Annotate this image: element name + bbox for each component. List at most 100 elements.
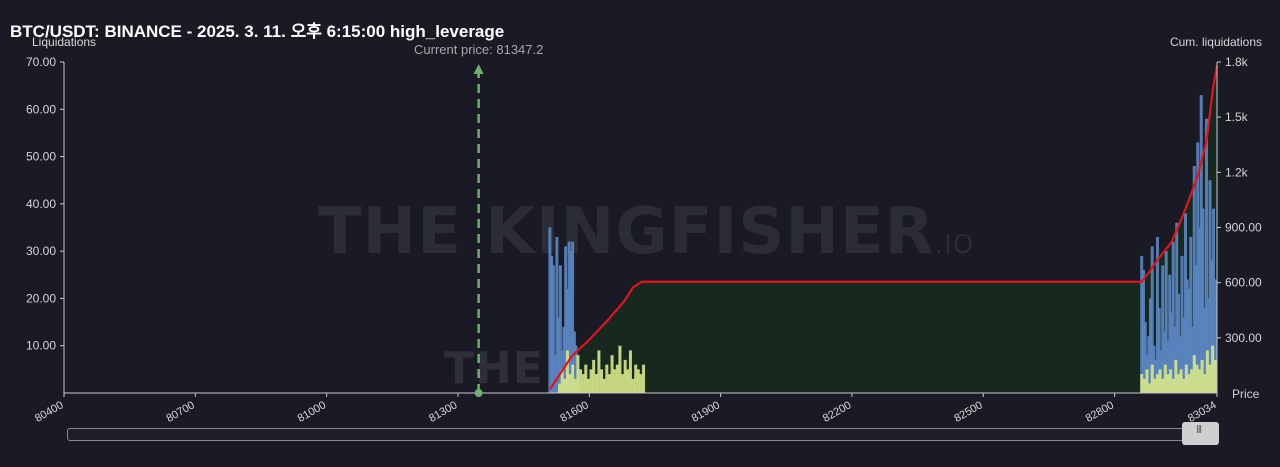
liquidation-bar <box>594 374 598 393</box>
liquidation-bar <box>1176 293 1180 393</box>
y-tick-label: 60.00 <box>26 102 56 116</box>
liquidation-bar <box>1187 374 1191 393</box>
liquidation-bar <box>602 378 606 393</box>
liquidation-bar <box>550 255 554 393</box>
liquidation-bar <box>623 359 627 393</box>
y-tick-label: 50.00 <box>26 150 56 164</box>
liquidation-bar <box>1148 383 1152 393</box>
liquidation-bar <box>1164 251 1168 393</box>
y-tick-label: 10.00 <box>26 339 56 353</box>
liquidation-bar <box>579 369 583 393</box>
liquidation-bar <box>1197 369 1201 393</box>
liquidation-bar <box>567 241 571 393</box>
liquidation-bar <box>1153 378 1157 393</box>
liquidation-bar <box>1150 246 1154 393</box>
liquidation-bar <box>1189 236 1193 393</box>
liquidation-bar <box>1182 378 1186 393</box>
grip-icon: ||| <box>1196 424 1202 433</box>
x-tick-label: 81600 <box>558 399 590 425</box>
liquidation-bar <box>1178 336 1182 393</box>
liquidation-bar <box>1158 369 1162 393</box>
y2-tick-label: 600.00 <box>1225 276 1262 290</box>
liquidation-bar <box>1185 279 1189 393</box>
liquidation-bar <box>573 378 577 393</box>
liquidation-bar <box>562 326 566 393</box>
liquidation-bar <box>1182 317 1186 393</box>
x-tick-label: 82800 <box>1084 399 1116 425</box>
liquidation-bar <box>1152 345 1156 393</box>
liquidation-bar <box>618 345 622 393</box>
liquidation-bar <box>1190 326 1194 393</box>
liquidation-bar <box>592 359 596 393</box>
range-scrollbar-handle[interactable] <box>1182 422 1219 445</box>
x-tick-label: 81900 <box>690 399 722 425</box>
liquidation-bar <box>631 378 635 393</box>
x-tick-label: 82200 <box>821 399 853 425</box>
liquidation-bar <box>1161 265 1165 393</box>
liquidation-bar <box>1199 95 1203 393</box>
liquidation-bar <box>568 374 572 393</box>
liquidation-bar <box>628 350 632 393</box>
liquidation-bar <box>1197 227 1201 393</box>
liquidation-bar <box>1196 142 1200 393</box>
liquidation-bar <box>1183 213 1187 393</box>
liquidation-bar <box>557 317 561 393</box>
liquidation-bar <box>613 369 617 393</box>
liquidation-bar <box>571 364 575 393</box>
liquidation-bar <box>571 241 575 393</box>
liquidation-bar <box>1162 331 1166 393</box>
liquidation-bar <box>586 378 590 393</box>
liquidation-bar <box>1141 270 1145 393</box>
liquidation-bar <box>1211 345 1215 393</box>
liquidation-bar <box>1213 359 1217 393</box>
liquidation-bar <box>597 350 601 393</box>
liquidation-bar <box>584 364 588 393</box>
liquidation-bar <box>574 345 578 393</box>
liquidation-bar <box>1208 364 1212 393</box>
liquidation-bar <box>565 350 569 393</box>
liquidation-bar <box>605 364 609 393</box>
liquidation-bar <box>1208 180 1212 393</box>
y2-tick-label: 900.00 <box>1225 221 1262 235</box>
y-axis-label: Liquidations <box>32 35 97 49</box>
liquidation-bar <box>1166 340 1170 393</box>
liquidation-bar <box>1147 336 1151 393</box>
liquidation-bar <box>564 246 568 393</box>
liquidation-bar <box>1205 350 1209 393</box>
liquidation-bar <box>581 374 585 393</box>
liquidation-bar <box>558 383 562 393</box>
watermark-text: THE KINGFISHER <box>318 195 935 269</box>
liquidation-bar <box>1163 364 1167 393</box>
liquidation-bar <box>1179 369 1183 393</box>
y2-tick-label: 1.5k <box>1225 110 1249 124</box>
liquidation-bar <box>1140 255 1144 393</box>
liquidation-bar <box>569 251 573 393</box>
liquidation-bar <box>555 236 559 393</box>
liquidation-bar <box>1203 307 1207 393</box>
liquidation-bar <box>1211 208 1215 393</box>
liquidation-bar <box>1142 378 1146 393</box>
liquidation-bar <box>1201 208 1205 393</box>
liquidation-bar <box>548 227 552 393</box>
liquidation-bar <box>636 369 640 393</box>
liquidation-bar <box>610 355 614 393</box>
liquidation-bar <box>560 369 564 393</box>
liquidation-bar <box>1180 255 1184 393</box>
liquidation-bar <box>1206 298 1210 393</box>
y2-tick-label: 300.00 <box>1225 331 1262 345</box>
cumulative-area <box>549 65 1217 393</box>
liquidation-bar <box>553 355 557 393</box>
liquidation-bar <box>1155 374 1159 393</box>
liquidation-bar <box>589 369 593 393</box>
liquidation-bar <box>576 355 580 393</box>
liquidation-bar <box>1175 222 1179 393</box>
liquidation-bar <box>1171 241 1175 393</box>
liquidation-bar <box>1192 166 1196 393</box>
liquidation-bar <box>1161 378 1165 393</box>
liquidation-bar <box>642 364 646 393</box>
range-scrollbar[interactable] <box>67 428 1218 441</box>
y-tick-label: 20.00 <box>26 291 56 305</box>
liquidation-bar <box>1176 374 1180 393</box>
liquidation-bar <box>1210 260 1214 393</box>
